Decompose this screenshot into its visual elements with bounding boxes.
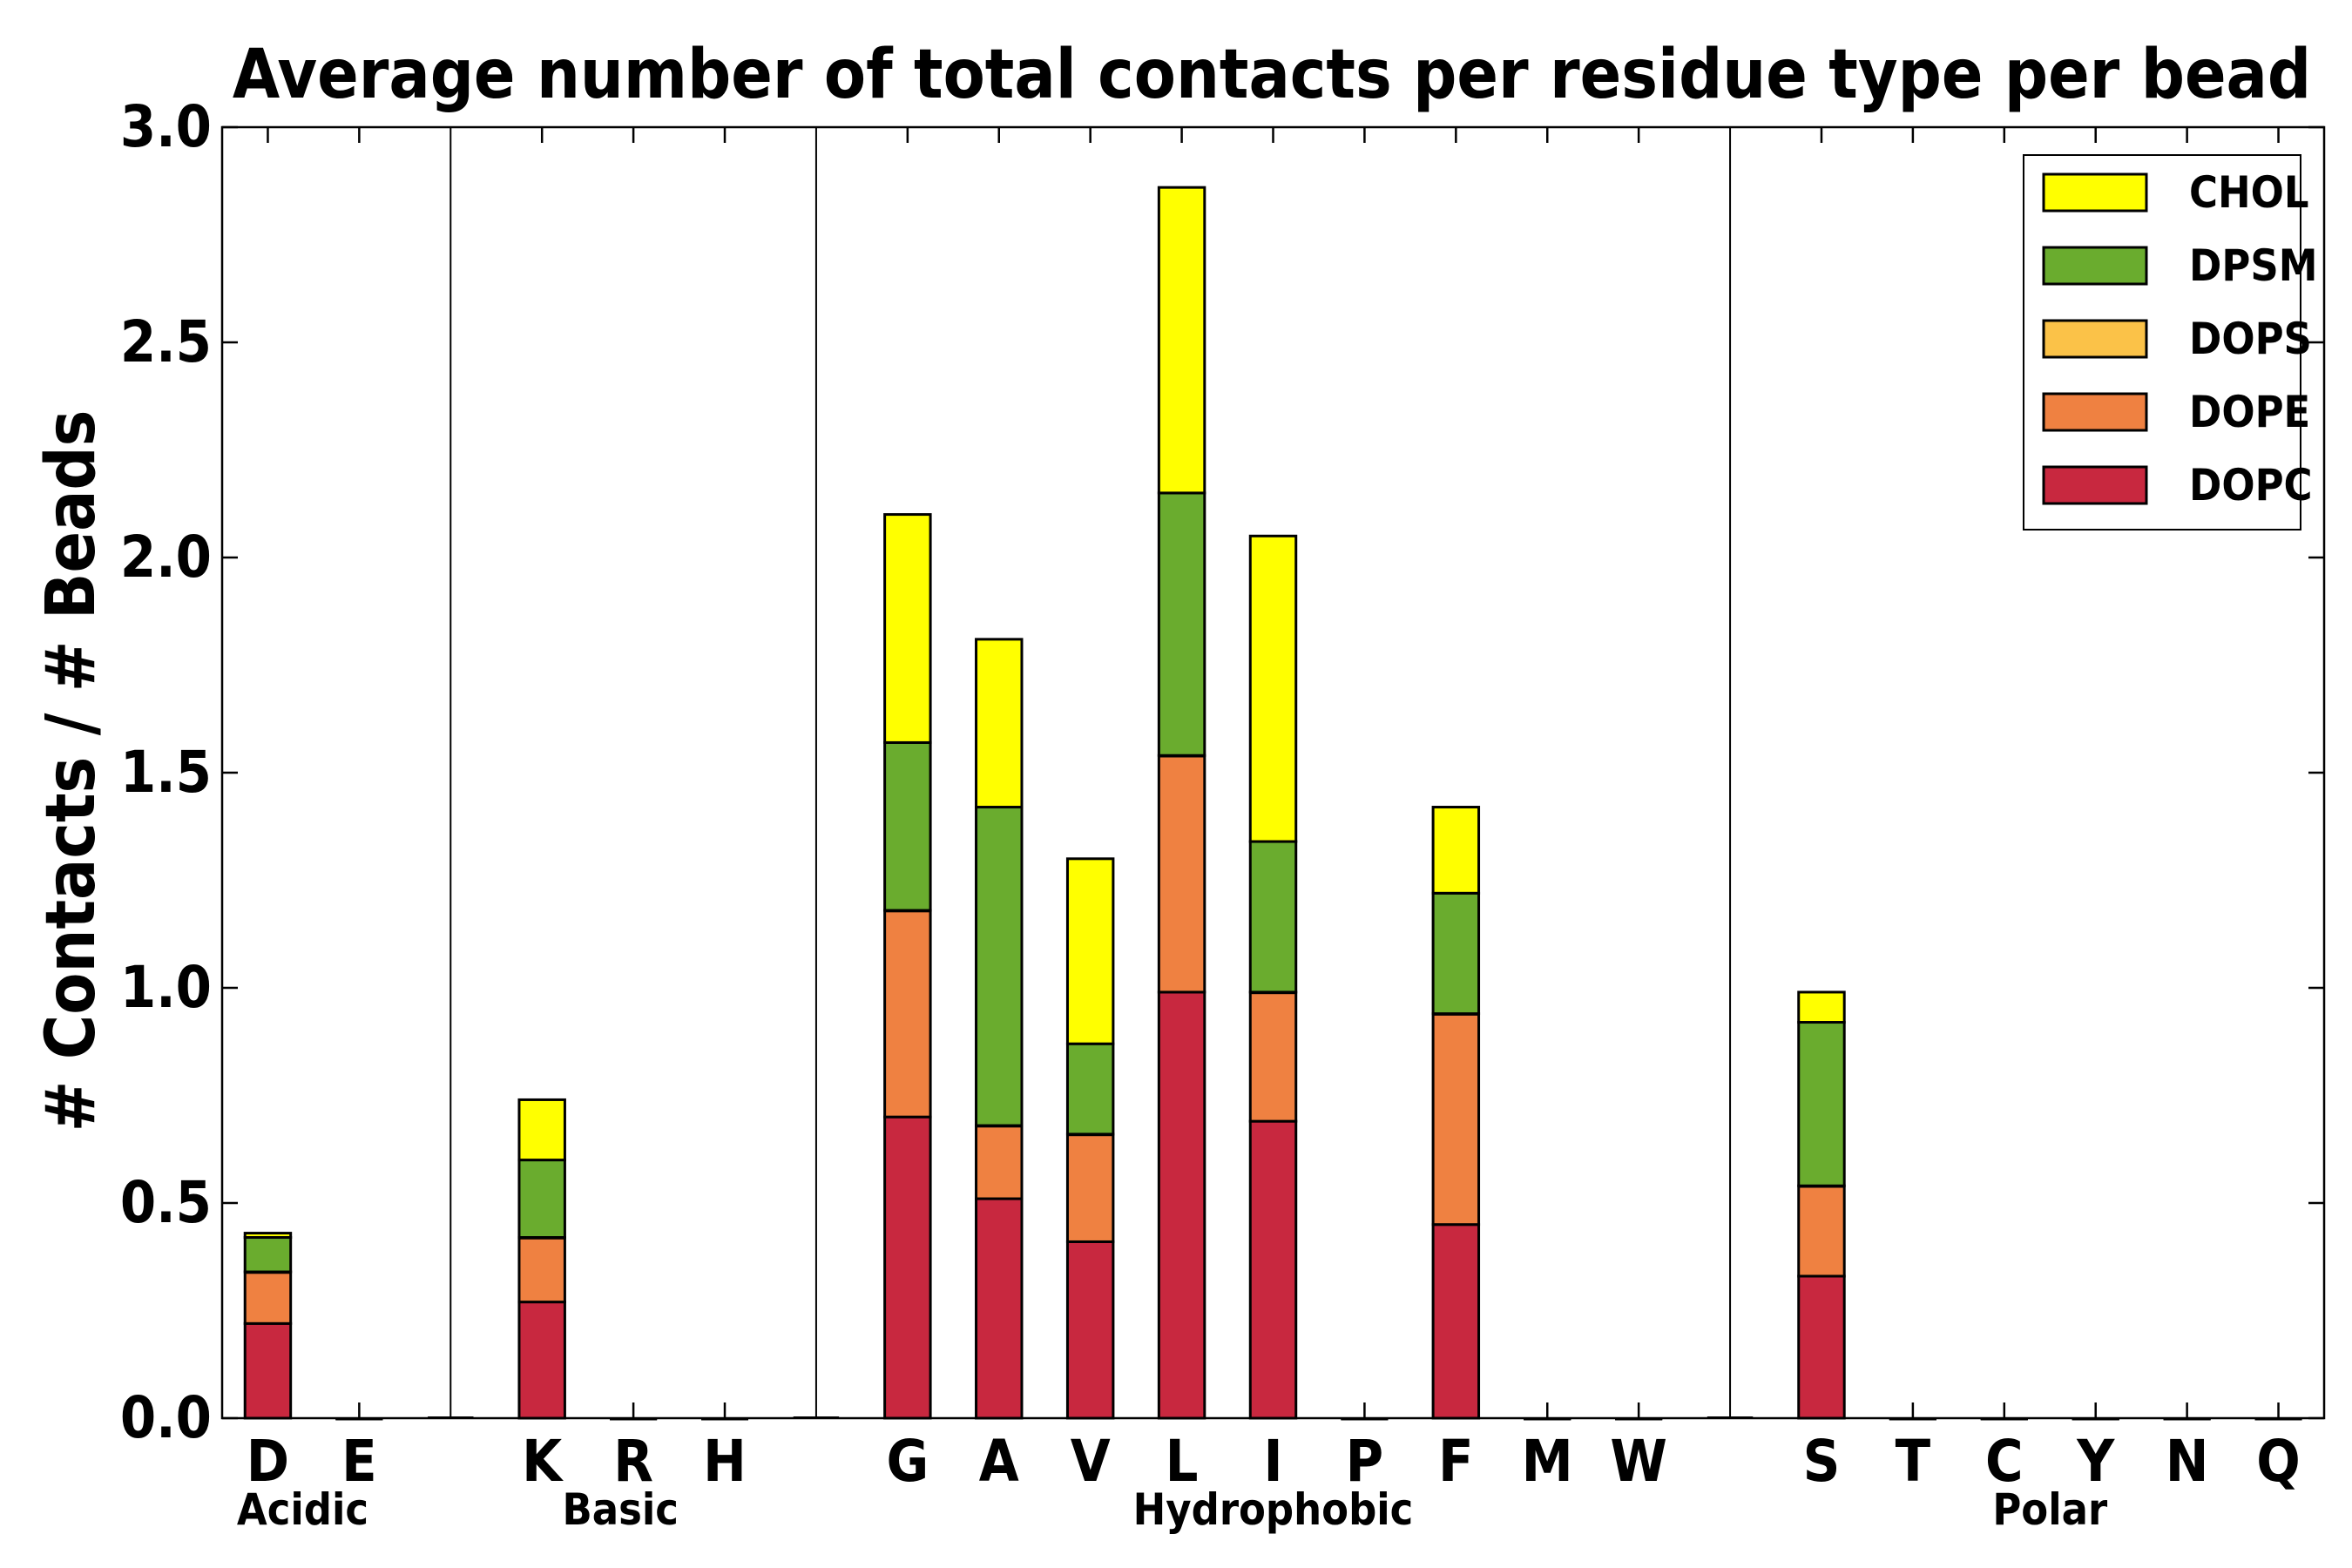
x-tick-label: A bbox=[979, 1428, 1019, 1495]
bar-segment bbox=[1248, 1119, 1298, 1420]
legend-label: DOPC bbox=[2189, 460, 2313, 510]
legend-label: DOPS bbox=[2189, 314, 2312, 364]
bar-segment bbox=[610, 1417, 658, 1421]
bar-segment bbox=[883, 1115, 932, 1420]
legend-swatch bbox=[2042, 465, 2148, 505]
bar-segment bbox=[701, 1417, 748, 1421]
bar-segment bbox=[2163, 1417, 2211, 1421]
x-tick-label: M bbox=[1522, 1428, 1573, 1495]
x-tick-label: E bbox=[341, 1428, 377, 1495]
bar-segment bbox=[1157, 186, 1206, 495]
bar-segment bbox=[1524, 1417, 1571, 1421]
bar-segment bbox=[517, 1301, 566, 1420]
bar-segment bbox=[1797, 1184, 1846, 1278]
y-tick-label: 3.0 bbox=[120, 93, 212, 160]
bar-segment bbox=[1980, 1417, 2028, 1421]
bar-segment bbox=[243, 1270, 293, 1325]
bar-segment bbox=[243, 1236, 293, 1274]
plot-area: 0.0 0.5 1.0 1.5 2.0 2.5 3.0 D E K R H G A V L I P F M W S T C Y N… bbox=[120, 93, 2326, 1535]
bar-segment bbox=[243, 1232, 293, 1240]
x-tick-label: K bbox=[522, 1428, 564, 1495]
x-tick-label: C bbox=[1985, 1428, 2024, 1495]
bar-segment bbox=[1157, 754, 1206, 994]
group-label: Acidic bbox=[237, 1484, 368, 1535]
bar-segment bbox=[1615, 1417, 1663, 1421]
bar-segment bbox=[1248, 990, 1298, 1123]
legend: CHOL DPSM DOPS DOPE DOPC bbox=[2023, 154, 2318, 531]
x-tick-label: D bbox=[247, 1428, 289, 1495]
bar-segment bbox=[1431, 1012, 1481, 1227]
x-tick-label: I bbox=[1263, 1428, 1282, 1495]
legend-swatch bbox=[2042, 172, 2148, 213]
legend-label: DPSM bbox=[2189, 240, 2318, 291]
group-label: Polar bbox=[1992, 1484, 2108, 1535]
bar-segment bbox=[883, 513, 932, 744]
group-label: Hydrophobic bbox=[1133, 1484, 1414, 1535]
legend-label: DOPE bbox=[2189, 387, 2310, 437]
y-tick-label: 0.5 bbox=[120, 1169, 212, 1236]
x-tick-label: Q bbox=[2256, 1428, 2300, 1495]
bar-segment bbox=[1248, 534, 1298, 843]
bar-segment bbox=[1797, 990, 1846, 1024]
legend-swatch bbox=[2042, 319, 2148, 359]
chart-title: Average number of total contacts per res… bbox=[233, 36, 2311, 114]
bar-segment bbox=[1065, 1132, 1115, 1243]
bar-segment bbox=[517, 1098, 566, 1162]
y-tick-label: 1.0 bbox=[120, 954, 212, 1021]
bar-segment bbox=[975, 638, 1024, 809]
bar-segment bbox=[975, 806, 1024, 1127]
legend-swatch bbox=[2042, 246, 2148, 286]
bar-segment bbox=[1889, 1417, 1936, 1421]
x-tick-label: V bbox=[1071, 1428, 1111, 1495]
bar-segment bbox=[1797, 1021, 1846, 1187]
bar-segment bbox=[1341, 1417, 1389, 1421]
bar-segment bbox=[975, 1124, 1024, 1200]
y-tick-label: 2.5 bbox=[120, 308, 212, 375]
x-tick-label: W bbox=[1610, 1428, 1667, 1495]
x-tick-label: P bbox=[1346, 1428, 1384, 1495]
y-axis-label: # Contacts / # Beads bbox=[32, 410, 111, 1132]
bar-segment bbox=[517, 1236, 566, 1304]
x-tick-label: S bbox=[1803, 1428, 1841, 1495]
x-tick-label: R bbox=[613, 1428, 653, 1495]
x-tick-label: H bbox=[703, 1428, 747, 1495]
x-tick-label: T bbox=[1896, 1428, 1931, 1495]
bar-segment bbox=[1157, 990, 1206, 1420]
group-label: Basic bbox=[562, 1484, 678, 1535]
x-tick-label: F bbox=[1438, 1428, 1474, 1495]
bar-segment bbox=[1157, 491, 1206, 757]
bar-segment bbox=[1065, 1042, 1115, 1136]
x-tick-label: G bbox=[886, 1428, 929, 1495]
bar-segment bbox=[1065, 857, 1115, 1045]
bar-segment bbox=[2072, 1417, 2119, 1421]
x-tick-label: L bbox=[1166, 1428, 1199, 1495]
bar-segment bbox=[1248, 840, 1298, 994]
bar-segment bbox=[1431, 1223, 1481, 1420]
bar-segment bbox=[1431, 806, 1481, 895]
bar-segment bbox=[517, 1159, 566, 1240]
legend-swatch bbox=[2042, 392, 2148, 432]
legend-label: CHOL bbox=[2189, 167, 2309, 218]
bar-segment bbox=[335, 1417, 383, 1421]
x-tick-label: Y bbox=[2076, 1428, 2115, 1495]
y-tick-label: 2.0 bbox=[120, 524, 212, 591]
y-tick-label: 1.5 bbox=[120, 739, 212, 806]
bar-segment bbox=[243, 1321, 293, 1420]
bar-segment bbox=[883, 740, 932, 912]
x-tick-label: N bbox=[2166, 1428, 2209, 1495]
bar-segment bbox=[975, 1197, 1024, 1420]
bar-segment bbox=[883, 909, 932, 1119]
y-tick-label: 0.0 bbox=[120, 1384, 212, 1451]
bar-segment bbox=[1065, 1240, 1115, 1420]
bar-segment bbox=[2254, 1417, 2302, 1421]
bar-segment bbox=[1797, 1274, 1846, 1420]
bar-segment bbox=[1431, 891, 1481, 1016]
